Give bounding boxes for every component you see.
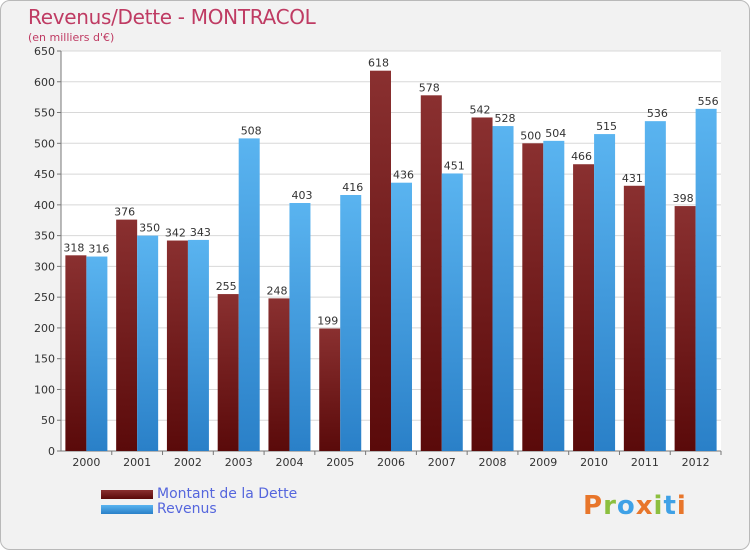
- data-label: 248: [266, 284, 287, 297]
- y-tick-label: 350: [34, 230, 55, 243]
- data-label: 500: [520, 129, 541, 142]
- bar-revenus-2010: [594, 134, 616, 452]
- data-label: 578: [419, 81, 440, 94]
- legend-swatch-revenus: [101, 505, 153, 514]
- y-tick-label: 250: [34, 291, 55, 304]
- data-label: 515: [596, 120, 617, 133]
- x-tick-label: 2004: [275, 456, 303, 469]
- chart-title: Revenus/Dette - MONTRACOL: [28, 5, 316, 29]
- bar-revenus-2002: [187, 239, 209, 451]
- x-tick-label: 2010: [580, 456, 608, 469]
- bar-revenus-2003: [238, 138, 260, 451]
- data-label: 536: [647, 107, 668, 120]
- data-label: 542: [470, 103, 491, 116]
- bar-revenus-2005: [340, 195, 362, 451]
- data-label: 376: [114, 206, 135, 219]
- data-label: 508: [241, 124, 262, 137]
- bar-revenus-2007: [441, 173, 463, 451]
- bar-dette-2012: [674, 206, 696, 451]
- y-tick-label: 50: [41, 414, 55, 427]
- bar-revenus-2008: [492, 126, 514, 452]
- logo-letter: r: [603, 491, 617, 521]
- x-tick-label: 2003: [225, 456, 253, 469]
- bar-dette-2010: [573, 164, 595, 451]
- bar-dette-2007: [420, 95, 442, 452]
- data-label: 504: [545, 127, 566, 140]
- y-tick-label: 450: [34, 168, 55, 181]
- logo-letter: x: [635, 491, 654, 521]
- y-tick-label: 300: [34, 260, 55, 273]
- bar-dette-2001: [116, 219, 138, 451]
- x-tick-label: 2002: [174, 456, 202, 469]
- data-label: 342: [165, 227, 186, 240]
- logo-letter: o: [616, 491, 636, 521]
- y-tick-label: 100: [34, 383, 55, 396]
- legend-label-revenus: Revenus: [157, 501, 217, 517]
- x-tick-label: 2006: [377, 456, 405, 469]
- x-tick-label: 2001: [123, 456, 151, 469]
- bar-revenus-2012: [695, 108, 717, 451]
- data-label: 318: [63, 241, 84, 254]
- y-tick-label: 150: [34, 353, 55, 366]
- data-label: 528: [495, 112, 516, 125]
- chart-subtitle: (en milliers d'€): [28, 31, 115, 44]
- bar-dette-2009: [522, 143, 544, 452]
- y-tick-label: 650: [34, 45, 55, 58]
- bar-revenus-2011: [644, 121, 666, 452]
- y-tick-label: 600: [34, 76, 55, 89]
- y-tick-label: 550: [34, 107, 55, 120]
- x-tick-label: 2005: [326, 456, 354, 469]
- logo-letter: i: [653, 491, 664, 521]
- y-tick-label: 500: [34, 137, 55, 150]
- bar-dette-2003: [217, 294, 239, 451]
- x-tick-label: 2009: [529, 456, 557, 469]
- bar-dette-2004: [268, 298, 290, 451]
- logo-letter: P: [583, 491, 604, 521]
- bar-revenus-2001: [137, 235, 159, 451]
- bar-dette-2006: [370, 70, 391, 451]
- bar-revenus-2009: [543, 140, 565, 451]
- legend-label-dette: Montant de la Dette: [157, 486, 298, 502]
- x-tick-label: 2000: [72, 456, 100, 469]
- data-label: 556: [698, 95, 719, 108]
- data-label: 316: [88, 243, 109, 256]
- data-label: 343: [190, 226, 211, 239]
- logo-letter: t: [663, 491, 677, 521]
- bar-revenus-2004: [289, 203, 311, 451]
- data-label: 618: [368, 57, 389, 70]
- x-tick-label: 2012: [682, 456, 710, 469]
- data-label: 416: [342, 181, 363, 194]
- logo-letter: i: [676, 491, 687, 521]
- bar-dette-2008: [471, 117, 493, 451]
- data-label: 451: [444, 159, 465, 172]
- data-label: 436: [393, 169, 414, 182]
- x-tick-label: 2008: [479, 456, 507, 469]
- bar-dette-2000: [65, 255, 87, 451]
- bar-dette-2011: [623, 185, 645, 451]
- x-tick-label: 2007: [428, 456, 456, 469]
- bar-revenus-2006: [391, 182, 412, 451]
- data-label: 403: [291, 189, 312, 202]
- data-label: 431: [622, 172, 643, 185]
- data-label: 350: [139, 222, 160, 235]
- data-label: 199: [317, 315, 338, 328]
- bar-dette-2002: [166, 240, 188, 451]
- y-tick-label: 0: [48, 445, 55, 458]
- y-tick-label: 400: [34, 199, 55, 212]
- bar-dette-2005: [319, 328, 341, 451]
- data-label: 466: [571, 150, 592, 163]
- bar-revenus-2000: [86, 256, 108, 451]
- y-tick-label: 200: [34, 322, 55, 335]
- x-tick-label: 2011: [631, 456, 659, 469]
- data-label: 255: [216, 280, 237, 293]
- proxiti-logo: Proxiti: [583, 491, 687, 521]
- data-label: 398: [673, 192, 694, 205]
- legend-swatch-dette: [101, 490, 153, 499]
